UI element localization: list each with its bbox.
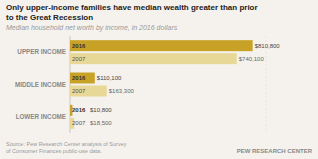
subtitle: Median household net worth by income, in…	[6, 24, 178, 32]
category-label: MIDDLE INCOME	[15, 81, 66, 88]
bars	[70, 40, 253, 129]
title-line: Only upper-income families have median w…	[6, 3, 258, 12]
series-label: 2007	[72, 120, 86, 126]
bar	[70, 86, 107, 97]
series-label: 2016	[72, 43, 86, 49]
data-label: $740,100	[239, 56, 265, 62]
branding: PEW RESEARCH CENTER	[237, 148, 313, 154]
series-label: 2007	[72, 88, 86, 94]
data-label: $110,100	[97, 75, 122, 81]
series-label: 2016	[72, 75, 86, 81]
labels: UPPER INCOME 2016 $810,800 2007 $740,100 MIDD…	[15, 43, 280, 127]
series-label: 2007	[72, 56, 86, 62]
source-line: of Consumer Finances public-use data.	[6, 148, 102, 154]
chart: Only upper-income families have median w…	[0, 0, 318, 159]
source: Source: Pew Research Center analysis of …	[6, 141, 127, 154]
data-label: $10,800	[90, 107, 112, 113]
category-label: LOWER INCOME	[16, 113, 66, 120]
bar	[70, 53, 237, 64]
source-line: Source: Pew Research Center analysis of …	[6, 141, 127, 147]
range-end-line	[266, 36, 267, 133]
data-label: $810,800	[255, 43, 281, 49]
data-label: $163,300	[109, 88, 135, 94]
series-label: 2016	[72, 107, 86, 113]
category-label: UPPER INCOME	[17, 48, 66, 55]
bar	[70, 73, 95, 84]
data-label: $18,500	[90, 120, 112, 126]
title: Only upper-income families have median w…	[6, 3, 258, 22]
bar	[70, 40, 253, 51]
title-line: to the Great Recession	[6, 13, 93, 22]
